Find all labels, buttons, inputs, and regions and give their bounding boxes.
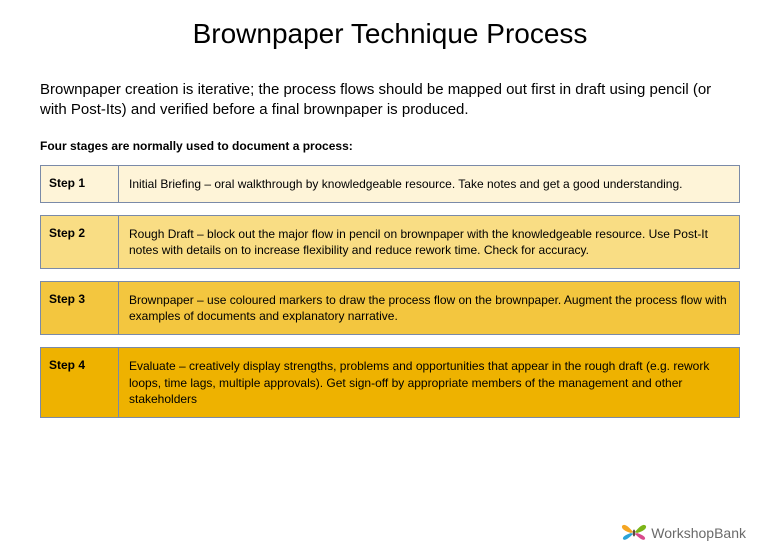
step-label: Step 2 [41, 216, 119, 268]
table-row: Step 2 Rough Draft – block out the major… [40, 215, 740, 269]
step-label: Step 3 [41, 282, 119, 334]
step-description: Brownpaper – use coloured markers to dra… [119, 282, 739, 334]
table-row: Step 3 Brownpaper – use coloured markers… [40, 281, 740, 335]
step-description: Evaluate – creatively display strengths,… [119, 348, 739, 417]
intro-text: Brownpaper creation is iterative; the pr… [40, 80, 740, 121]
logo: WorkshopBank [621, 522, 746, 544]
logo-text: WorkshopBank [651, 525, 746, 541]
step-description: Initial Briefing – oral walkthrough by k… [119, 166, 739, 202]
step-description: Rough Draft – block out the major flow i… [119, 216, 739, 268]
table-row: Step 4 Evaluate – creatively display str… [40, 347, 740, 418]
subheading: Four stages are normally used to documen… [40, 139, 740, 153]
page-title: Brownpaper Technique Process [0, 18, 780, 50]
steps-table: Step 1 Initial Briefing – oral walkthrou… [40, 165, 740, 419]
step-label: Step 1 [41, 166, 119, 202]
step-label: Step 4 [41, 348, 119, 417]
butterfly-icon [621, 522, 647, 544]
table-row: Step 1 Initial Briefing – oral walkthrou… [40, 165, 740, 203]
